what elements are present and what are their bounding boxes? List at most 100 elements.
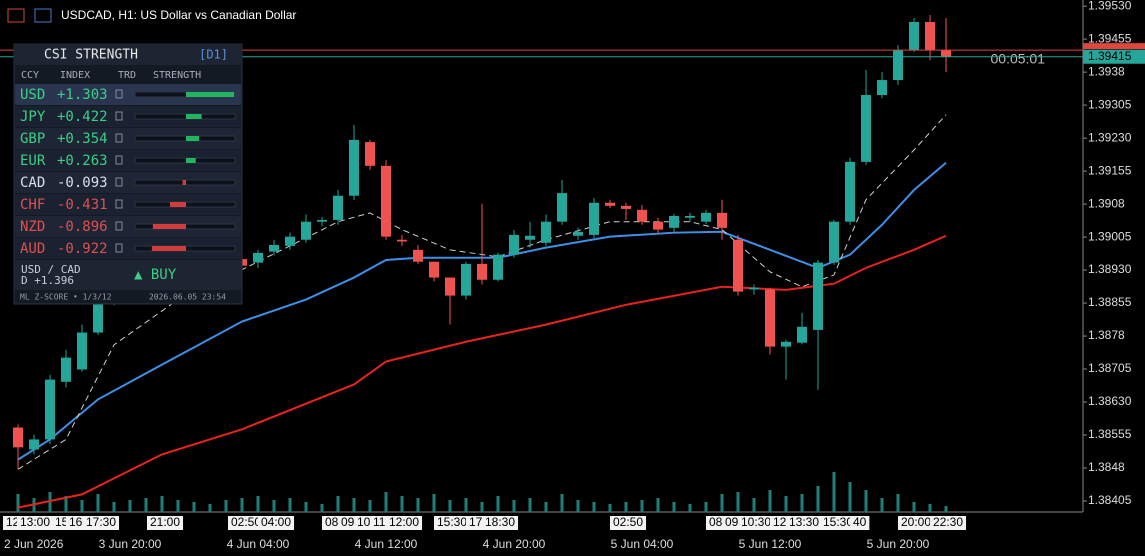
diff: D +1.396 (21, 274, 74, 287)
candle-body (61, 357, 71, 382)
volume-bar (416, 498, 420, 512)
trend-icon (115, 155, 123, 165)
volume-bar (864, 490, 868, 512)
moving-average (17, 161, 947, 461)
index-value: -0.896 (57, 219, 108, 235)
volume-bar (656, 498, 660, 512)
candle-body (333, 195, 343, 220)
index-value: -0.431 (57, 197, 108, 213)
strength-track (134, 135, 236, 142)
candle-body (941, 50, 951, 57)
event-label-text: 10:30 (741, 515, 771, 529)
panel-timeframe: [D1] (199, 48, 228, 62)
column-header: CCY (21, 70, 39, 81)
candle-body (349, 139, 359, 196)
event-label-text: 09 (341, 515, 355, 529)
event-label: 12 (770, 515, 790, 530)
candle-body (285, 236, 295, 246)
volume-bar (352, 498, 356, 512)
candle-body (669, 215, 679, 228)
y-tick-label: 1.39005 (1088, 229, 1132, 243)
event-label-text: 13:30 (789, 515, 819, 529)
candle-body (845, 161, 855, 222)
volume-bar (144, 498, 148, 512)
trend-icon (115, 221, 123, 231)
row-background (15, 172, 241, 193)
column-header: TRD (118, 70, 136, 81)
header: USDCAD, H1: US Dollar vs Canadian Dollar (7, 8, 296, 23)
event-label-box (338, 516, 358, 530)
candle-body (317, 219, 327, 222)
event-label: 02:50 (610, 515, 647, 530)
event-label-text: 02:50 (613, 515, 643, 529)
x-tick-label: 4 Jun 20:00 (483, 537, 546, 551)
candle-body (477, 263, 487, 280)
volume-bar (912, 502, 916, 512)
candle-body (541, 221, 551, 243)
volume-bar (496, 496, 500, 512)
event-label-text: 15 (55, 515, 69, 529)
event-label: 17 (466, 515, 486, 530)
signal: ▲ BUY (134, 267, 177, 283)
volume-bar (720, 494, 724, 512)
y-tick-label: 1.39305 (1088, 97, 1132, 111)
candle-body (413, 249, 423, 262)
event-label-box (820, 516, 857, 530)
event-label: 20:00 (898, 515, 935, 530)
candle-body (653, 221, 663, 230)
candle-body (749, 287, 759, 290)
y-tick-label: 1.38705 (1088, 361, 1132, 375)
candle-body (813, 262, 823, 330)
event-label-text: 20:00 (901, 515, 931, 529)
volume-bar (272, 500, 276, 512)
event-label: 15:30 (434, 515, 471, 530)
volume-bar (368, 500, 372, 512)
event-label-text: 17:30 (86, 515, 116, 529)
event-label-text: 09 (725, 515, 739, 529)
event-label-box (370, 516, 389, 530)
volume-bar (160, 496, 164, 512)
strength-bar (151, 246, 186, 251)
y-tick-label: 1.39230 (1088, 130, 1132, 144)
event-label: 16 (66, 515, 86, 530)
signal-section (15, 260, 241, 290)
event-label: 40 (850, 515, 870, 530)
volume-bar (128, 500, 132, 512)
candle-body (29, 439, 39, 450)
volume-bar (928, 504, 932, 512)
event-label-text: 10 (357, 515, 371, 529)
volume-bar (512, 500, 516, 512)
candle-body (765, 289, 775, 347)
y-tick-label: 1.39530 (1088, 0, 1132, 12)
volume-bar (96, 494, 100, 512)
event-label-text: 12 (6, 515, 20, 529)
event-label-box (258, 516, 295, 530)
volume-bar (784, 496, 788, 512)
index-value: +0.422 (57, 109, 108, 125)
strength-bar (152, 224, 186, 229)
event-label: 09 (722, 515, 742, 530)
currency: CHF (20, 197, 45, 213)
volume-bar (848, 482, 852, 512)
x-tick-label: 3 Jun 20:00 (99, 537, 162, 551)
strength-bar (170, 202, 186, 207)
candle-body (829, 221, 839, 263)
candle-body (509, 234, 519, 255)
pair: USD / CAD (21, 263, 81, 276)
volume-bar (896, 494, 900, 512)
candle-body (797, 326, 807, 343)
event-label-text: 12 (773, 515, 787, 529)
candle-body (525, 235, 535, 240)
event-label-text: 40 (853, 515, 867, 529)
y-tick-label: 1.39455 (1088, 31, 1132, 45)
event-label-text: 18:30 (485, 515, 515, 529)
volume-bar (288, 498, 292, 512)
event-label: 21:00 (147, 515, 184, 530)
index-value: +0.263 (57, 153, 108, 169)
volume-bar (608, 504, 612, 512)
x-tick-label: 2 Jun 2026 (4, 537, 64, 551)
volume-bar (256, 496, 260, 512)
volume-bar (64, 496, 68, 512)
y-tick-label: 1.3878 (1088, 328, 1125, 342)
currency: AUD (20, 241, 45, 257)
